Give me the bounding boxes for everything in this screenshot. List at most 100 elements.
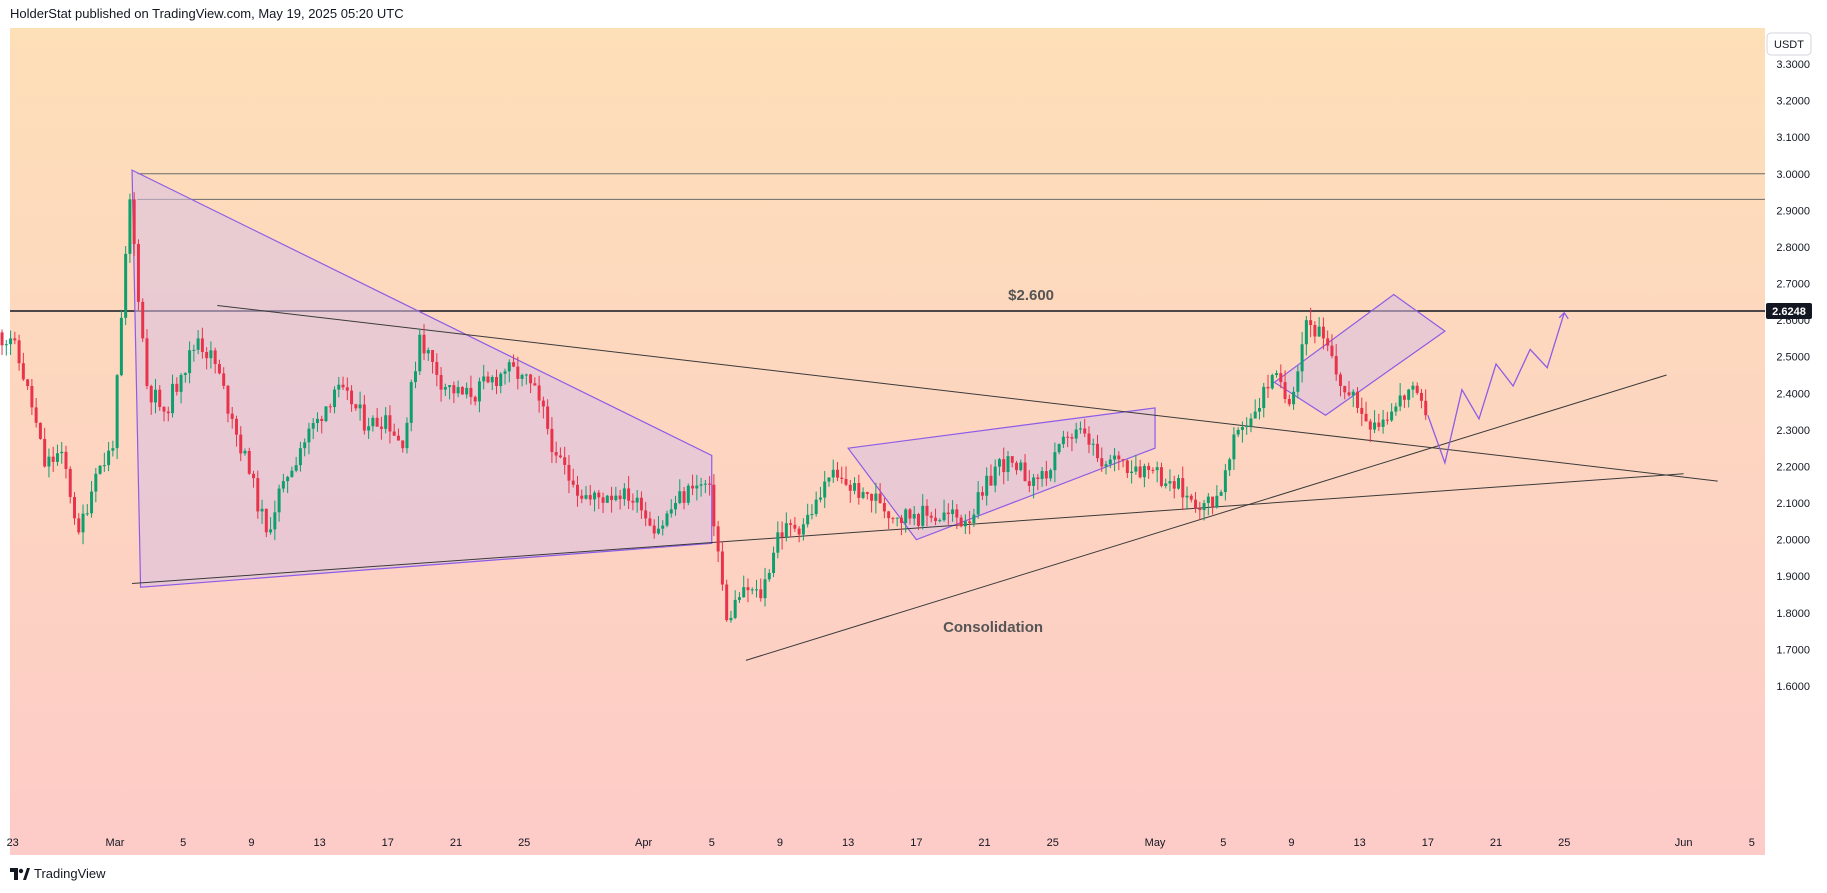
consolidation-label: Consolidation: [943, 619, 1043, 636]
candle-body: [827, 477, 831, 482]
candle-body: [473, 396, 477, 402]
candle-body: [375, 417, 379, 427]
candle-body: [226, 385, 230, 414]
candle-body: [580, 495, 584, 499]
candle-body: [409, 382, 413, 423]
candle-body: [154, 389, 157, 403]
candle-body: [307, 428, 311, 443]
candle-body: [669, 509, 673, 514]
candle-body: [1040, 471, 1044, 480]
candle-body: [708, 483, 712, 485]
candle-body: [938, 520, 942, 522]
candle-body: [695, 485, 699, 489]
candle-body: [145, 338, 149, 386]
candle-body: [806, 514, 810, 525]
candle-body: [588, 495, 592, 500]
candle-body: [1236, 429, 1240, 435]
candle-body: [755, 589, 758, 591]
candle-body: [925, 505, 929, 516]
candle-body: [1356, 391, 1360, 408]
footer-brand-label: TradingView: [34, 866, 106, 881]
y-axis-tick-label: 3.2000: [1776, 96, 1810, 108]
currency-label: USDT: [1774, 39, 1804, 51]
footer-brand[interactable]: TradingView: [10, 866, 106, 881]
candle-body: [256, 478, 260, 512]
candle-body: [222, 373, 226, 386]
y-axis-tick-label: 1.9000: [1776, 571, 1810, 583]
candle-body: [1292, 391, 1296, 405]
candle-body: [1147, 465, 1151, 470]
candle-body: [980, 492, 984, 496]
candle-body: [499, 373, 503, 387]
candle-body: [477, 381, 481, 402]
x-axis-tick-label: 17: [1422, 837, 1434, 849]
candle-body: [691, 485, 695, 489]
candle-body: [1206, 496, 1210, 504]
candle-body: [294, 465, 298, 471]
candle-body: [1394, 406, 1398, 412]
candle-body: [976, 492, 980, 515]
candle-body: [418, 334, 422, 372]
candle-body: [904, 509, 908, 523]
candle-body: [281, 481, 285, 489]
candle-body: [793, 524, 797, 529]
candle-body: [396, 435, 400, 441]
candle-body: [1326, 338, 1330, 346]
candle-body: [1240, 426, 1244, 430]
candle-body: [1215, 495, 1219, 507]
currency-button[interactable]: USDT: [1766, 32, 1812, 56]
candle-body: [1343, 385, 1347, 393]
candle-body: [1321, 326, 1325, 339]
candle-body: [1121, 459, 1125, 461]
candle-body: [94, 473, 98, 492]
candle-body: [1096, 443, 1099, 459]
candle-body: [192, 349, 196, 351]
x-axis-tick-label: Mar: [106, 837, 125, 849]
y-axis-tick-label: 2.3000: [1776, 425, 1810, 437]
forecast-path: [1427, 312, 1565, 466]
y-axis-tick-label: 1.7000: [1776, 644, 1810, 656]
candle-body: [1338, 374, 1342, 386]
candle-body: [1407, 389, 1411, 400]
x-axis-tick-label: 13: [1354, 837, 1366, 849]
candle-body: [328, 406, 332, 408]
x-axis-tick-label: 9: [1288, 837, 1294, 849]
candle-body: [426, 350, 430, 354]
x-axis-tick-label: 21: [978, 837, 990, 849]
candle-body: [448, 385, 452, 388]
candle-body: [1283, 382, 1287, 399]
candle-body: [38, 422, 42, 439]
candle-body: [524, 374, 528, 376]
candle-body: [861, 492, 865, 498]
candle-body: [1061, 436, 1065, 445]
candle-body: [593, 492, 597, 500]
candle-body: [1108, 459, 1112, 465]
candle-body: [13, 338, 17, 341]
candle-body: [136, 244, 140, 302]
candle-body: [759, 589, 763, 599]
candle-body: [303, 442, 307, 449]
candle-body: [1313, 324, 1317, 337]
x-axis-tick-label: 9: [248, 837, 254, 849]
x-axis-tick-label: 21: [1490, 837, 1502, 849]
candle-body: [1270, 375, 1274, 389]
candle-body: [1202, 503, 1206, 511]
candle-body: [34, 407, 38, 423]
candle-body: [665, 513, 669, 526]
candle-body: [601, 497, 605, 503]
candle-body: [1347, 392, 1351, 396]
candle-body: [286, 476, 290, 482]
candle-body: [1257, 408, 1261, 412]
currency-button-bg: [1766, 32, 1812, 56]
candle-body: [465, 387, 469, 395]
candle-body: [1368, 421, 1372, 430]
candle-body: [1023, 462, 1027, 482]
candle-body: [1036, 477, 1040, 480]
candle-body: [959, 517, 963, 527]
candle-body: [678, 491, 682, 504]
candle-body: [486, 376, 490, 383]
candle-body: [818, 497, 822, 500]
candle-body: [916, 514, 920, 526]
candle-body: [1155, 467, 1159, 471]
